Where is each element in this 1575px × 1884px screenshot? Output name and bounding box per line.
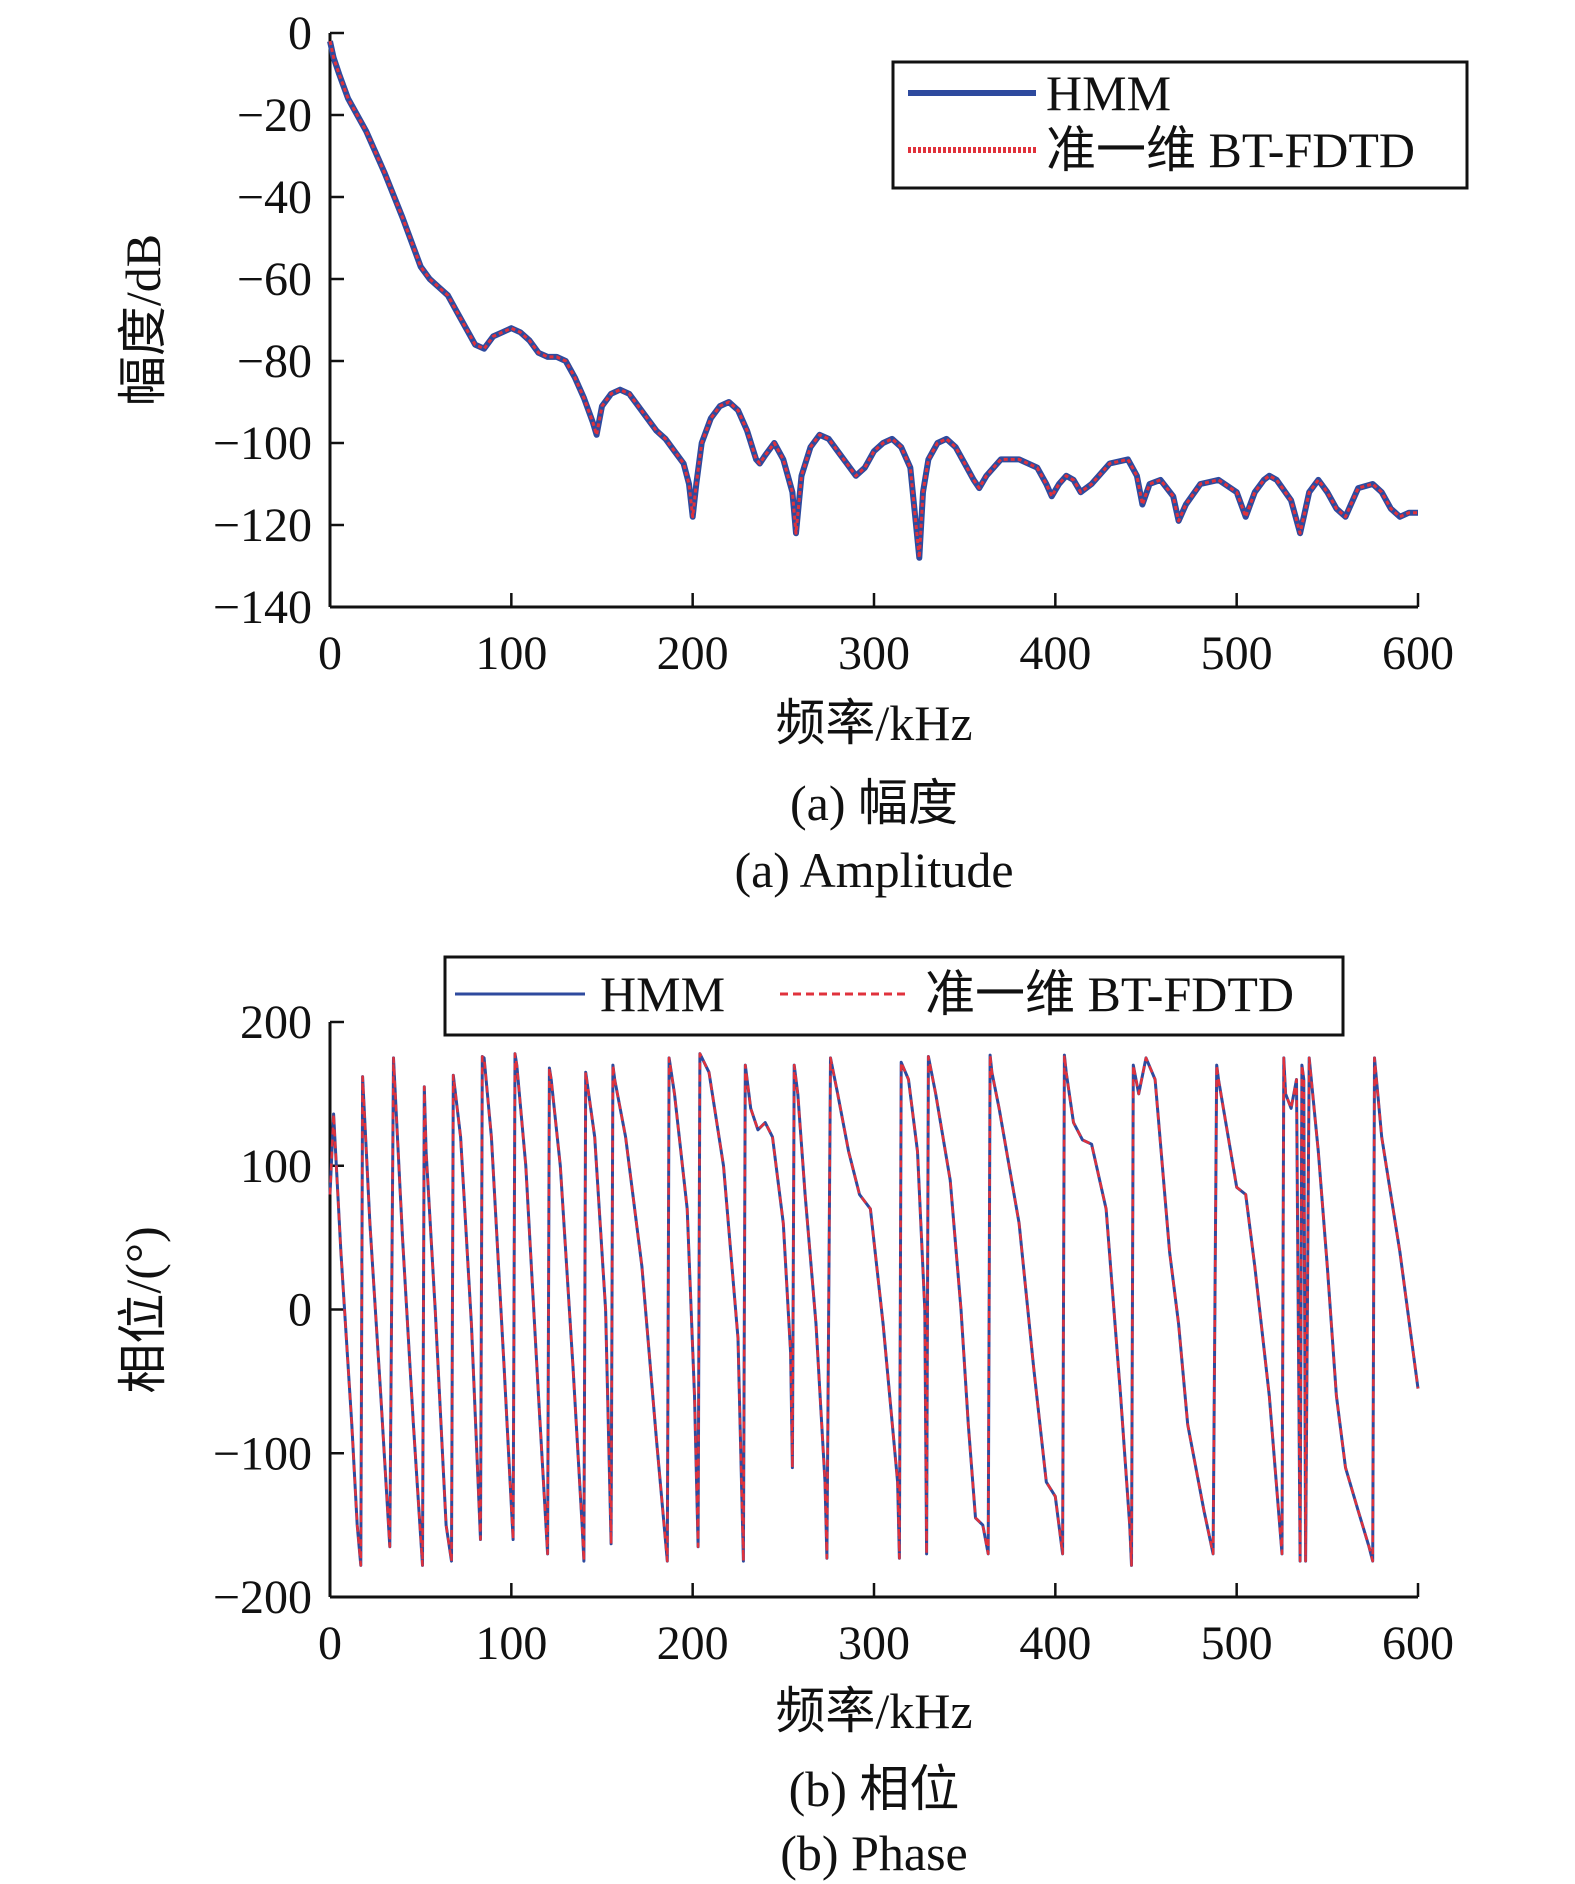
y-tick-label: −120	[213, 499, 312, 552]
y-tick-label: −60	[237, 253, 312, 306]
series-bt-fdtd-line	[328, 1052, 1420, 1567]
legend: HMM 准一维 BT-FDTD	[891, 60, 1469, 190]
x-axis-label: 频率/kHz	[775, 695, 972, 751]
x-tick-label: 500	[1201, 627, 1273, 680]
x-tick-label: 500	[1201, 1617, 1273, 1670]
y-axis-label: 相位/(°)	[115, 1226, 171, 1393]
x-tick-label: 0	[318, 1617, 342, 1670]
legend-bt-fdtd-label: 准一维 BT-FDTD	[925, 966, 1294, 1022]
legend-box	[443, 955, 1345, 1037]
x-tick-label: 200	[657, 627, 729, 680]
amplitude-chart: 0 100 200 300 400 500 600 0 −20 −40 −60 −80 −100 −12…	[115, 7, 1469, 898]
caption-en: (b) Phase	[780, 1825, 967, 1881]
y-tick-label: −100	[213, 417, 312, 470]
x-tick-label: 400	[1019, 627, 1091, 680]
phase-chart: 0 100 200 300 400 500 600 200 100 0 −100 −200 频率/k…	[115, 955, 1454, 1881]
legend-hmm-label: HMM	[600, 966, 725, 1022]
y-tick-label: −140	[213, 581, 312, 634]
x-ticks: 0 100 200 300 400 500 600	[318, 593, 1454, 680]
y-tick-label: −80	[237, 335, 312, 388]
plot-lines	[327, 40, 1418, 561]
x-ticks: 0 100 200 300 400 500 600	[318, 1583, 1454, 1670]
y-axis-label: 幅度/dB	[115, 234, 171, 406]
y-tick-label: 200	[240, 996, 312, 1049]
legend-bt-fdtd-label: 准一维 BT-FDTD	[1046, 122, 1415, 178]
series-bt-fdtd-line	[328, 40, 1418, 560]
x-tick-label: 600	[1382, 1617, 1454, 1670]
series-hmm-line	[328, 1052, 1420, 1567]
legend: HMM 准一维 BT-FDTD	[443, 955, 1345, 1037]
x-tick-label: 200	[657, 1617, 729, 1670]
x-tick-label: 400	[1019, 1617, 1091, 1670]
caption-cn: (b) 相位	[789, 1761, 960, 1817]
x-tick-label: 300	[838, 627, 910, 680]
x-tick-label: 100	[475, 1617, 547, 1670]
plot-lines	[328, 1052, 1420, 1567]
y-tick-label: 0	[288, 1284, 312, 1337]
y-tick-label: 0	[288, 7, 312, 60]
y-ticks: 0 −20 −40 −60 −80 −100 −120 −140	[213, 7, 344, 634]
caption-en: (a) Amplitude	[734, 842, 1013, 898]
x-tick-label: 100	[475, 627, 547, 680]
x-tick-label: 600	[1382, 627, 1454, 680]
legend-hmm-label: HMM	[1046, 65, 1171, 121]
caption-cn: (a) 幅度	[790, 775, 958, 831]
y-tick-label: −20	[237, 89, 312, 142]
x-axis-label: 频率/kHz	[775, 1683, 972, 1739]
y-tick-label: −100	[213, 1427, 312, 1480]
y-tick-label: 100	[240, 1140, 312, 1193]
x-tick-label: 0	[318, 627, 342, 680]
y-ticks: 200 100 0 −100 −200	[213, 996, 344, 1624]
y-tick-label: −40	[237, 171, 312, 224]
legend-box	[891, 60, 1469, 190]
x-tick-label: 300	[838, 1617, 910, 1670]
y-tick-label: −200	[213, 1571, 312, 1624]
